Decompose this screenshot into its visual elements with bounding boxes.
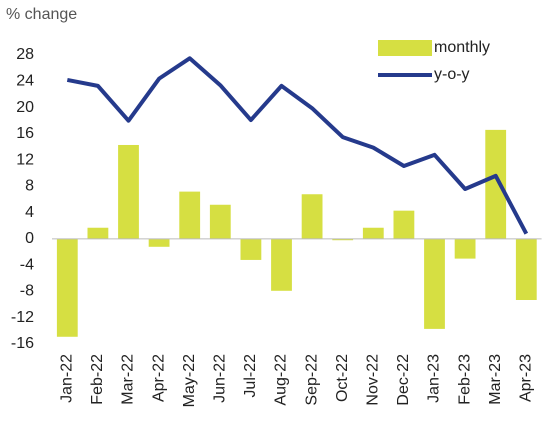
x-tick-label: Nov-22 [365,354,382,406]
x-tick-label: Apr-22 [150,354,167,402]
bar [332,238,354,241]
x-tick-label: Sep-22 [303,354,320,406]
x-tick-label: Jan-22 [59,354,76,403]
y-tick-label: 20 [16,99,34,116]
bar [301,194,323,239]
x-tick-label: Jan-23 [426,354,443,403]
bar [271,238,292,291]
y-tick-label: -16 [11,335,34,352]
legend-label: y-o-y [434,66,470,83]
x-tick-label: Aug-22 [273,354,290,406]
y-tick-label: 16 [16,125,34,142]
y-tick-label: -4 [20,256,34,273]
line [66,56,529,235]
x-tick-label: Apr-23 [518,354,535,402]
x-tick-label: Dec-22 [395,354,412,406]
y-tick-label: -8 [20,283,34,300]
bar [454,238,476,259]
bar [424,238,445,329]
y-tick-label: 8 [25,178,34,195]
bar [179,191,201,239]
bar [148,238,170,247]
y-axis-label: % change [6,6,77,23]
x-tick-label: Jul-22 [242,354,259,398]
bar [362,227,384,239]
y-tick-label: 12 [16,151,34,168]
x-tick-label: Mar-22 [120,354,137,405]
bar [485,129,507,239]
y-tick-label: 28 [16,46,34,63]
x-tick-label: Mar-23 [487,354,504,405]
x-tick-label: Feb-23 [456,354,473,405]
bar [515,238,537,300]
legend-swatch [378,40,432,56]
bar [118,144,139,239]
bar [209,204,231,239]
bar [56,238,78,337]
bar [393,210,415,239]
x-tick-label: Feb-22 [89,354,106,405]
legend-label: monthly [434,39,490,56]
y-tick-label: 0 [25,230,34,247]
x-tick-label: May-22 [181,354,198,407]
x-tick-label: Jun-22 [212,354,229,403]
bar [87,227,109,239]
y-tick-label: 4 [25,204,34,221]
x-tick-label: Oct-22 [334,354,351,402]
y-tick-label: 24 [16,72,34,89]
bar [240,238,262,260]
y-tick-label: -12 [11,309,34,326]
